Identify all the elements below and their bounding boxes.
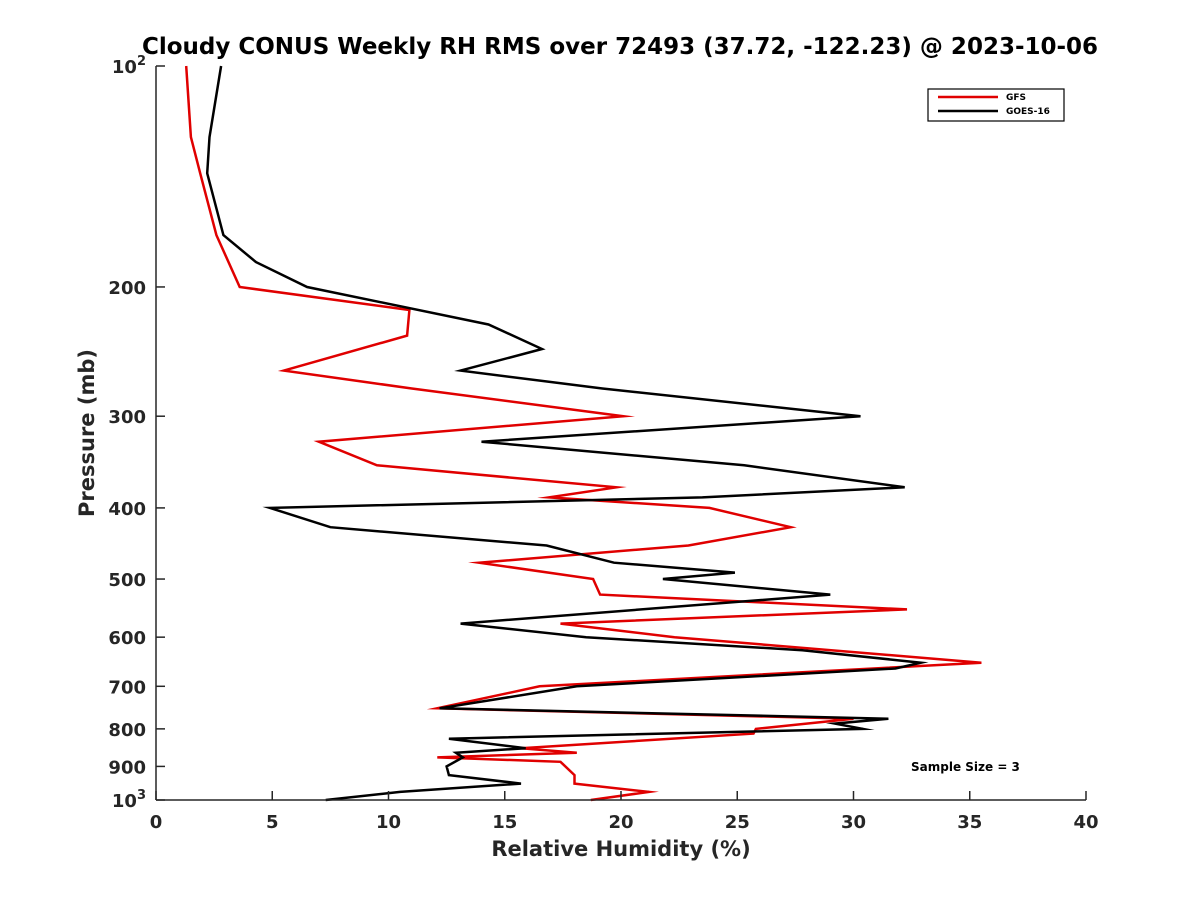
y-tick-label: 300: [108, 407, 146, 428]
x-tick-label: 10: [376, 812, 401, 833]
series-layer: [184, 65, 982, 802]
x-tick-label: 20: [608, 812, 633, 833]
x-tick-label: 40: [1073, 812, 1098, 833]
legend-label-gfs: GFS: [1006, 93, 1026, 103]
legend-box: [927, 88, 1065, 122]
y-tick-label: 102: [112, 54, 146, 78]
y-ticks: 102 200 300 400 500 600 700 800 900 103: [108, 54, 165, 812]
y-tick-label: 200: [108, 278, 146, 299]
y-tick-label: 600: [108, 628, 146, 649]
x-tick-label: 15: [492, 812, 517, 833]
x-tick-label: 5: [266, 812, 279, 833]
x-tick-label: 0: [150, 812, 163, 833]
x-tick-label: 30: [841, 812, 866, 833]
y-tick-label: 700: [108, 677, 146, 698]
legend-label-goes16: GOES-16: [1006, 107, 1050, 117]
y-tick-label: 103: [112, 788, 146, 812]
x-tick-label: 25: [725, 812, 750, 833]
y-tick-label: 800: [108, 720, 146, 741]
y-tick-label: 500: [108, 570, 146, 591]
y-axis-label: Pressure (mb): [75, 349, 99, 517]
series-line-goes-16: [205, 65, 929, 802]
series-line-gfs: [184, 65, 982, 802]
chart-title: Cloudy CONUS Weekly RH RMS over 72493 (3…: [142, 34, 1098, 60]
x-axis-label: Relative Humidity (%): [491, 837, 750, 861]
y-tick-label: 900: [108, 757, 146, 778]
y-tick-label: 400: [108, 499, 146, 520]
x-tick-label: 35: [957, 812, 982, 833]
x-ticks: 0 5 10 15 20 25 30 35 40: [150, 791, 1099, 833]
legend: GFS GOES-16: [927, 88, 1065, 122]
sample-size-annotation: Sample Size = 3: [911, 760, 1020, 774]
